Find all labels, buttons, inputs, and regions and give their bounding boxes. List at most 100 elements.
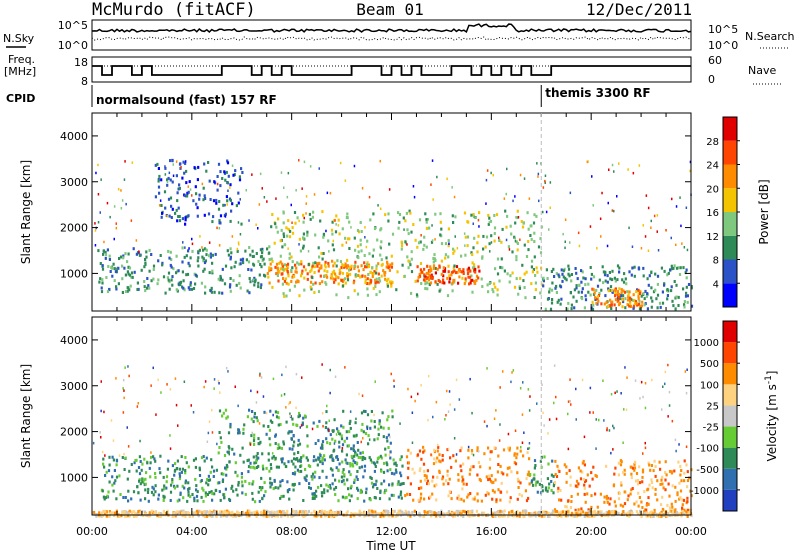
noise-panel: N.Sky 10^5 10^0 10^5 10^0 N.Search <box>3 19 795 52</box>
echo-cell <box>363 261 366 265</box>
echo-cell <box>157 278 160 282</box>
echo-cell <box>253 276 256 280</box>
echo-cell <box>311 276 314 280</box>
echo-cell <box>226 161 230 165</box>
echo-cell <box>583 486 586 490</box>
echo-cell <box>224 203 226 207</box>
echo-cell <box>323 454 326 458</box>
echo-cell <box>611 300 614 304</box>
echo-cell <box>603 273 607 277</box>
echo-cell <box>318 510 322 514</box>
echo-cell <box>229 247 232 251</box>
echo-cell <box>386 439 389 443</box>
echo-cell <box>300 271 304 275</box>
echo-cell <box>360 264 363 268</box>
echo-cell <box>551 288 554 292</box>
echo-cell <box>564 240 566 243</box>
echo-cell <box>334 439 337 443</box>
echo-cell <box>123 452 125 456</box>
echo-cell <box>282 210 285 214</box>
echo-cell <box>603 302 606 306</box>
echo-cell <box>242 460 245 464</box>
echo-cell <box>180 166 182 169</box>
echo-cell <box>290 459 293 463</box>
echo-cell <box>433 484 436 488</box>
echo-cell <box>346 278 350 282</box>
echo-cell <box>538 482 541 486</box>
echo-cell <box>564 276 567 280</box>
echo-cell <box>582 459 585 463</box>
colorbar-tick-label: 8 <box>713 256 719 267</box>
echo-cell <box>351 462 354 466</box>
echo-cell <box>254 511 258 515</box>
echo-cell <box>674 510 677 514</box>
echo-cell <box>102 457 105 461</box>
echo-cell <box>447 239 450 243</box>
echo-cell <box>373 425 376 429</box>
echo-cell <box>445 414 447 417</box>
echo-cell <box>331 437 334 441</box>
echo-cell <box>312 261 315 265</box>
echo-cell <box>195 484 198 488</box>
echo-cell <box>279 423 282 426</box>
echo-cell <box>348 470 351 474</box>
echo-cell <box>356 244 360 248</box>
echo-cell <box>550 301 554 305</box>
echo-cell <box>453 512 456 516</box>
echo-cell <box>404 219 407 223</box>
echo-cell <box>406 255 409 259</box>
echo-cell <box>207 510 211 514</box>
echo-cell <box>498 236 500 240</box>
echo-cell <box>338 462 341 466</box>
echo-cell <box>348 422 351 425</box>
echo-cell <box>551 509 555 513</box>
echo-cell <box>650 478 653 482</box>
echo-cell <box>218 431 221 434</box>
echo-cell <box>473 279 476 283</box>
echo-cell <box>391 510 395 514</box>
echo-cell <box>423 449 426 453</box>
echo-cell <box>391 482 394 486</box>
echo-cell <box>242 431 245 435</box>
echo-cell <box>530 259 534 263</box>
echo-cell <box>474 216 477 219</box>
echo-cell <box>608 168 610 171</box>
echo-cell <box>319 274 322 278</box>
echo-cell <box>369 498 372 502</box>
echo-cell <box>160 178 163 182</box>
echo-cell <box>215 198 218 202</box>
echo-cell <box>345 511 348 515</box>
echo-cell <box>134 514 137 518</box>
echo-cell <box>210 290 214 294</box>
echo-cell <box>567 400 570 403</box>
echo-cell <box>474 267 477 271</box>
echo-cell <box>236 249 239 253</box>
echo-cell <box>208 420 211 423</box>
echo-cell <box>536 402 538 405</box>
echo-cell <box>428 269 432 273</box>
echo-cell <box>130 463 133 466</box>
echo-cell <box>517 486 520 489</box>
echo-cell <box>658 514 661 518</box>
echo-cell <box>291 509 294 513</box>
echo-cell <box>376 437 379 441</box>
echo-cell <box>618 266 621 270</box>
echo-cell <box>207 212 211 216</box>
echo-cell <box>409 263 412 267</box>
echo-cell <box>443 269 447 273</box>
echo-cell <box>419 240 422 244</box>
echo-cell <box>187 190 190 194</box>
echo-cell <box>253 443 256 446</box>
echo-cell <box>253 512 257 516</box>
echo-cell <box>606 500 609 504</box>
echo-cell <box>344 281 347 285</box>
echo-cell <box>459 510 463 513</box>
echo-cell <box>525 255 529 258</box>
echo-cell <box>145 255 148 259</box>
echo-cell <box>459 449 462 453</box>
echo-cell <box>581 470 584 474</box>
echo-cell <box>293 472 296 476</box>
echo-cell <box>629 296 632 300</box>
echo-cell <box>488 477 491 481</box>
echo-cell <box>404 240 407 244</box>
